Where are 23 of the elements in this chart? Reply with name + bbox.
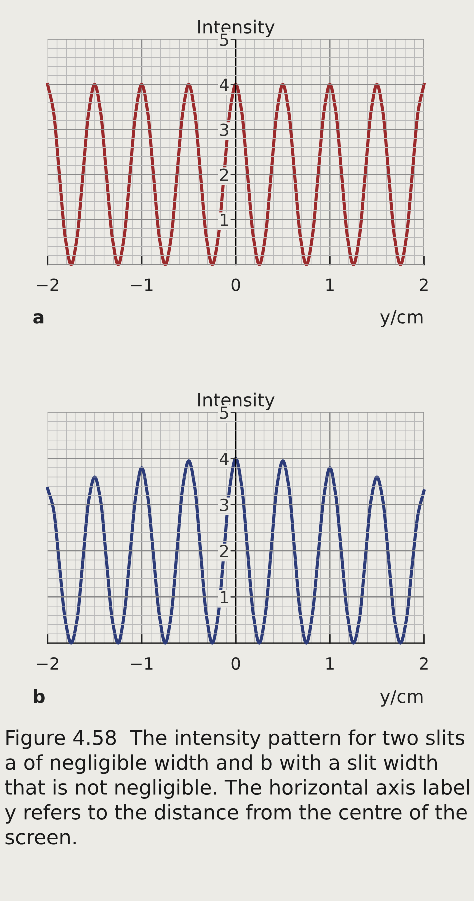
y-tick-label: 3 [220, 124, 228, 136]
y-tick-label: 2 [220, 168, 228, 182]
y-tick-label: 4 [220, 452, 229, 466]
x-axis-title: y/cm [380, 310, 423, 328]
y-tick-label: 2 [220, 545, 228, 558]
text: a [34, 314, 44, 324]
y-tick-label: 1 [221, 591, 228, 604]
x-tick-label: −2 [37, 657, 58, 670]
x-tick-label: −1 [131, 658, 153, 670]
x-tick-label: 1 [326, 658, 334, 670]
x-tick-label: 0 [232, 657, 240, 670]
x-tick-label: 0 [232, 278, 240, 292]
x-tick-label: 2 [420, 657, 428, 670]
x-tick-label: 1 [326, 278, 334, 292]
caption: Figure 4.58 The intensity pattern for two slits a of negligible width and b with a slit width that is not negligible. The horizontal axis label y refers to the distance from the centre of the screen. [5, 730, 470, 845]
y-tick-label: 4 [220, 78, 229, 92]
x-axis-title: y/cm [380, 690, 423, 707]
y-tick-label: 3 [220, 498, 228, 512]
x-tick-label: 2 [420, 278, 428, 292]
x-tick-label: −1 [131, 278, 153, 292]
x-tick-label: −2 [37, 278, 58, 292]
y-tick-label: 1 [221, 214, 228, 226]
text: b [34, 689, 45, 704]
